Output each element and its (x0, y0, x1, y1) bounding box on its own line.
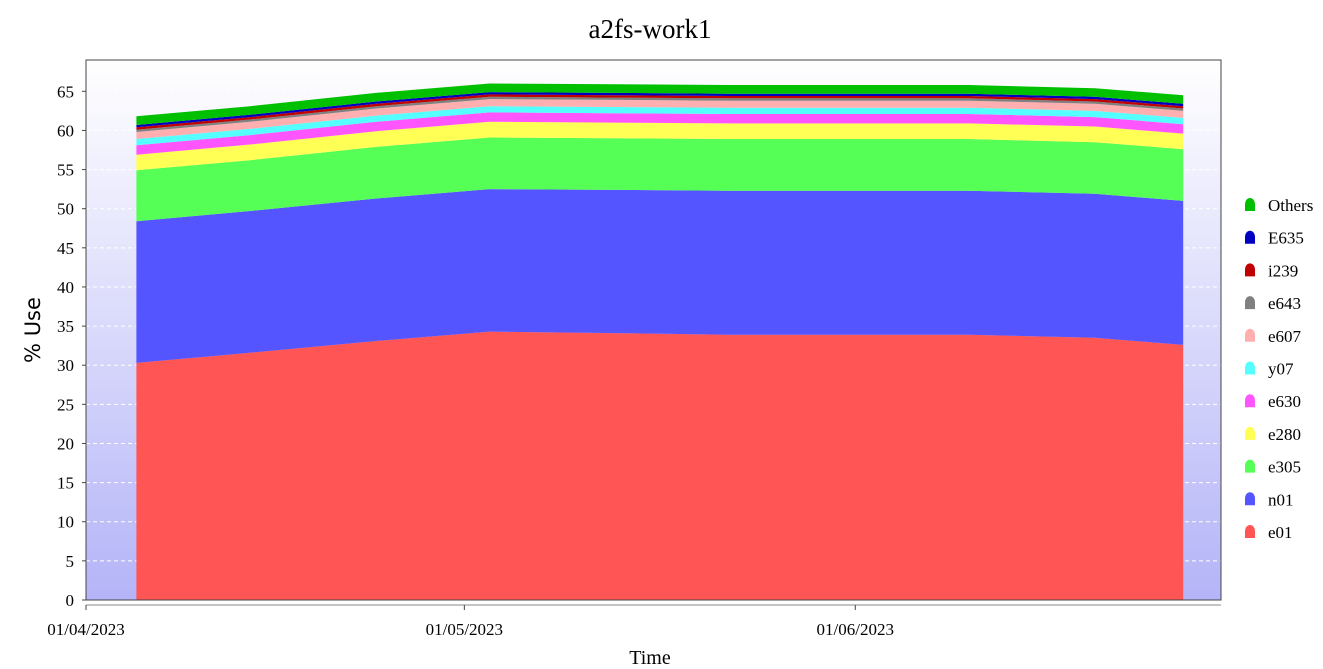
legend-swatch-icon (1245, 394, 1255, 408)
legend-item-e305: e305 (1245, 458, 1301, 477)
area-series-group (136, 83, 1184, 600)
y-tick-label: 10 (57, 513, 74, 532)
x-tick-label: 01/04/2023 (47, 620, 124, 639)
area-series-y07 (136, 106, 1184, 146)
legend-item-e643: e643 (1245, 294, 1301, 313)
legend-swatch-icon (1245, 263, 1255, 277)
y-tick-label: 40 (57, 278, 74, 297)
area-series-n01 (136, 189, 1184, 363)
legend-swatch-icon (1245, 230, 1255, 244)
legend-swatch-icon (1245, 296, 1255, 310)
legend-item-e01: e01 (1245, 523, 1293, 542)
area-series-e643 (136, 96, 1184, 132)
chart-title: a2fs-work1 (589, 14, 712, 44)
area-series-e635 (136, 92, 1184, 128)
legend-swatch-icon (1245, 198, 1255, 211)
y-tick-label: 65 (57, 82, 74, 101)
legend-item-n01: n01 (1245, 490, 1294, 509)
legend-item-others: Others (1245, 196, 1313, 215)
legend-item-e635: E635 (1245, 229, 1304, 248)
y-tick-label: 35 (57, 317, 74, 336)
y-tick-label: 25 (57, 395, 74, 414)
legend-label: e607 (1268, 327, 1302, 346)
y-tick-label: 55 (57, 161, 74, 180)
plot-frame (85, 59, 1222, 601)
legend-swatch-icon (1245, 426, 1255, 440)
legend-label: y07 (1268, 360, 1294, 379)
area-series-e630 (136, 112, 1184, 155)
area-series-e305 (136, 137, 1184, 222)
y-tick-label: 0 (66, 591, 75, 610)
x-axis-title: Time (629, 647, 671, 669)
legend-item-e630: e630 (1245, 392, 1301, 411)
legend-swatch-icon (1245, 328, 1255, 342)
x-tick-label: 01/06/2023 (817, 620, 894, 639)
y-tick-label: 60 (57, 121, 74, 140)
legend-item-e280: e280 (1245, 425, 1301, 444)
x-tick-label: 01/05/2023 (426, 620, 503, 639)
area-series-i239 (136, 94, 1184, 130)
axes: 0 5 10 15 20 25 30 35 40 45 50 55 60 65 01/04/2023 01/0… (47, 82, 1221, 639)
legend-label: e01 (1268, 523, 1293, 542)
y-tick-label: 20 (57, 434, 74, 453)
y-tick-label: 50 (57, 200, 74, 219)
legend-item-y07: y07 (1245, 360, 1294, 379)
legend-label: e305 (1268, 458, 1301, 477)
area-series-e607 (136, 99, 1184, 139)
area-series-e01 (136, 331, 1184, 600)
legend-swatch-icon (1245, 492, 1255, 506)
legend-swatch-icon (1245, 525, 1255, 538)
legend-label: e630 (1268, 392, 1301, 411)
legend-label: E635 (1268, 229, 1304, 248)
legend-item-e607: e607 (1245, 327, 1302, 346)
legend-item-i239: i239 (1245, 261, 1298, 280)
legend-swatch-icon (1245, 361, 1255, 375)
legend-swatch-icon (1245, 459, 1255, 473)
legend-label: e280 (1268, 425, 1301, 444)
y-tick-label: 45 (57, 239, 74, 258)
y-tick-label: 30 (57, 356, 74, 375)
legend-label: e643 (1268, 294, 1301, 313)
legend-label: Others (1268, 196, 1313, 215)
y-tick-label: 15 (57, 474, 74, 493)
legend: Others E635 i239 e643 e607 y07 e630 e280 e305 n01… (1245, 196, 1313, 542)
area-series-others (136, 83, 1184, 125)
legend-label: i239 (1268, 261, 1298, 280)
y-axis-title: % Use (21, 297, 45, 363)
y-tick-label: 5 (66, 552, 75, 571)
legend-label: n01 (1268, 490, 1294, 509)
area-series-e280 (136, 121, 1184, 171)
